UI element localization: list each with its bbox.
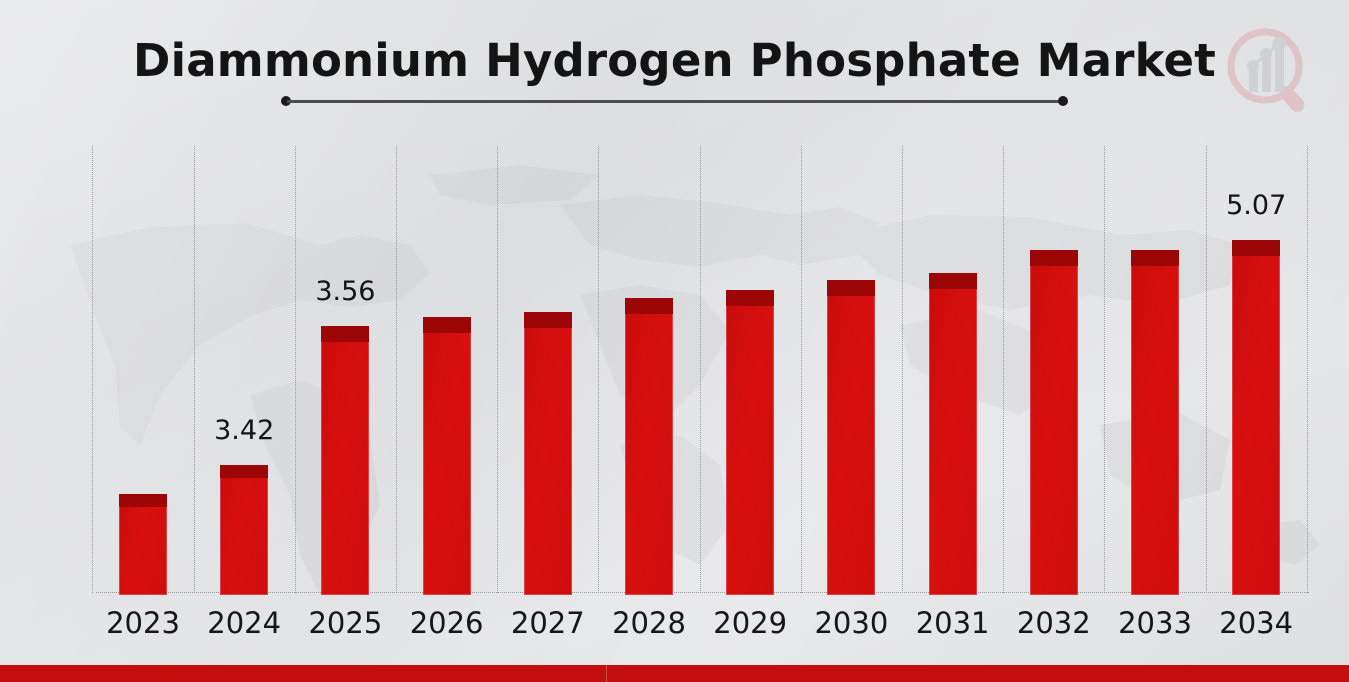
x-tick-2025: 2025 [308, 606, 383, 640]
bottom-bar-seam [606, 665, 607, 682]
x-tick-2034: 2034 [1219, 606, 1294, 640]
bar-cap [422, 317, 471, 333]
x-tick-2024: 2024 [207, 606, 282, 640]
bar-cap [1029, 250, 1078, 266]
bar-cap [523, 312, 572, 328]
bar-2024 [220, 465, 269, 595]
x-tick-2023: 2023 [106, 606, 180, 640]
title-underline-rule [281, 96, 1068, 106]
gridline-vertical [92, 146, 94, 593]
bar-cap [1131, 250, 1179, 266]
bar-2034 [1232, 240, 1281, 595]
bar-2026 [422, 317, 471, 595]
gridline-vertical [396, 146, 397, 593]
bar-2029 [726, 290, 775, 595]
bar-2023 [119, 494, 167, 595]
bar-value-label-2025: 3.56 [315, 276, 376, 307]
x-tick-2031: 2031 [915, 606, 990, 640]
x-tick-2029: 2029 [713, 606, 788, 640]
bar-cap [928, 273, 977, 289]
bar-cap [321, 326, 370, 342]
bar-2030 [827, 280, 876, 595]
title-rule-line [287, 99, 1062, 103]
gridline-vertical [1306, 146, 1308, 593]
bar-cap [119, 494, 167, 507]
gridline-vertical [193, 146, 195, 593]
bar-cap [220, 465, 269, 478]
x-tick-2033: 2033 [1118, 606, 1192, 640]
bar-cap [625, 298, 673, 314]
bar-cap [726, 290, 775, 306]
gridline-vertical [902, 146, 903, 593]
x-tick-2028: 2028 [612, 606, 686, 640]
bar-2028 [625, 298, 673, 595]
bar-2031 [928, 273, 977, 595]
page-title: Diammonium Hydrogen Phosphate Market [133, 34, 1216, 87]
bar-2025 [321, 326, 370, 595]
bar-cap [1232, 240, 1281, 256]
bar-value-label-2034: 5.07 [1226, 190, 1287, 221]
bottom-accent-bar [0, 665, 1349, 682]
x-tick-2027: 2027 [510, 606, 585, 640]
gridline-vertical [1003, 146, 1005, 593]
gridline-vertical [1205, 146, 1207, 593]
gridline-vertical [497, 146, 499, 593]
title-rule-dot-right [1058, 96, 1068, 106]
gridline-vertical [699, 146, 701, 593]
gridline-vertical [1104, 146, 1106, 593]
gridline-vertical [598, 146, 600, 593]
bar-value-label-2024: 3.42 [214, 415, 275, 446]
bar-2032 [1029, 250, 1078, 595]
bar-2027 [523, 312, 572, 595]
plot-area: 3.42 3.56 5.07 [92, 146, 1309, 595]
gridline-vertical [294, 146, 296, 593]
x-tick-2026: 2026 [409, 606, 484, 640]
x-tick-2032: 2032 [1016, 606, 1091, 640]
gridline-vertical [800, 146, 802, 593]
x-tick-2030: 2030 [814, 606, 889, 640]
axis-baseline [96, 592, 1309, 593]
bar-2033 [1131, 250, 1179, 595]
title-rule-dot-left [281, 96, 291, 106]
bar-cap [827, 280, 876, 296]
